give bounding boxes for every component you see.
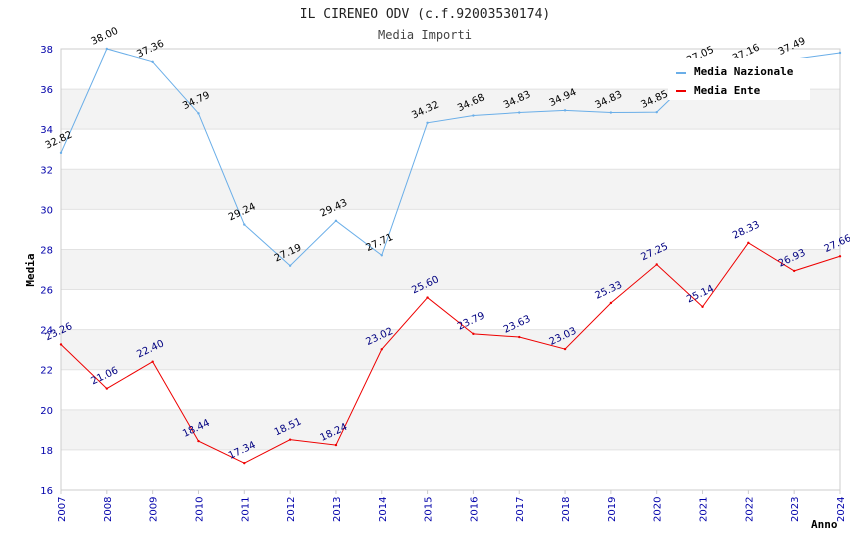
- data-point: [426, 296, 429, 299]
- series-line: [60, 242, 841, 464]
- grid-bands: [61, 89, 840, 450]
- x-tick-label: 2022: [744, 497, 755, 522]
- data-point: [151, 60, 154, 64]
- data-label: 37.49: [777, 36, 808, 58]
- data-point: [197, 439, 200, 443]
- y-tick-label: 30: [40, 205, 53, 216]
- x-tick-label: 2017: [515, 497, 526, 522]
- data-point: [151, 360, 154, 363]
- chart-title: IL CIRENEO ODV (c.f.92003530174): [300, 7, 550, 22]
- legend-label-ente: Media Ente: [694, 84, 761, 97]
- data-point: [518, 111, 521, 114]
- y-tick-label: 26: [40, 286, 53, 297]
- data-point: [609, 111, 613, 114]
- x-tick-label: 2023: [790, 497, 801, 522]
- y-tick-label: 16: [40, 486, 53, 497]
- data-point: [426, 121, 429, 124]
- legend-label-nazionale: Media Nazionale: [694, 65, 794, 78]
- x-tick-label: 2012: [286, 497, 297, 522]
- data-point: [792, 269, 796, 273]
- data-point: [288, 438, 292, 441]
- data-point: [380, 254, 383, 257]
- data-point: [518, 335, 521, 339]
- x-tick-label: 2021: [699, 497, 710, 522]
- y-tick-label: 34: [40, 125, 53, 136]
- data-label: 38.00: [89, 26, 120, 48]
- data-point: [59, 151, 63, 155]
- data-point: [105, 387, 109, 390]
- data-point: [655, 110, 658, 114]
- data-point: [288, 264, 292, 267]
- grid-band: [61, 329, 840, 370]
- data-point: [472, 114, 475, 117]
- data-point: [655, 263, 658, 266]
- x-tick-label: 2018: [561, 497, 572, 522]
- y-tick-label: 22: [40, 366, 53, 377]
- y-tick-label: 24: [40, 326, 53, 337]
- x-axis-label: Anno: [811, 518, 838, 531]
- data-point: [243, 461, 246, 465]
- x-tick-label: 2011: [240, 497, 251, 522]
- x-tick-label: 2013: [332, 497, 343, 522]
- plot-frame: [60, 48, 841, 491]
- data-point: [563, 109, 567, 112]
- x-tick-label: 2014: [378, 497, 389, 522]
- data-point: [197, 112, 200, 115]
- grid-band: [61, 249, 840, 290]
- data-point: [105, 47, 109, 51]
- y-tick-label: 32: [40, 165, 53, 176]
- y-tick-label: 28: [40, 245, 53, 256]
- y-ticks: 16 18 20 22 24 26 28 30 32 34 36 38: [40, 45, 53, 497]
- data-label: 37.36: [135, 38, 166, 60]
- data-point: [563, 347, 567, 351]
- data-point: [243, 223, 246, 226]
- x-tick-label: 2008: [103, 497, 114, 522]
- y-tick-label: 38: [40, 45, 53, 56]
- x-tick-label: 2016: [469, 497, 480, 522]
- y-tick-label: 18: [40, 446, 53, 457]
- data-point: [334, 443, 338, 447]
- y-axis-label: Media: [24, 253, 37, 286]
- data-label: 28.33: [731, 219, 762, 241]
- chart-subtitle: Media Importi: [378, 28, 472, 42]
- x-tick-label: 2015: [424, 497, 435, 522]
- data-point: [747, 241, 750, 245]
- x-tick-label: 2009: [149, 497, 160, 522]
- data-point: [472, 332, 475, 336]
- x-ticks: 2007 2008 2009 2010 2011 2012 2013 2014 2015 2016…: [57, 497, 847, 522]
- data-point: [838, 51, 842, 55]
- data-point: [59, 343, 63, 346]
- grid-band: [61, 409, 840, 450]
- data-point: [701, 305, 704, 308]
- data-point: [380, 348, 383, 351]
- grid-band: [61, 169, 840, 210]
- y-tick-label: 36: [40, 85, 53, 96]
- data-point: [334, 219, 338, 222]
- data-point: [609, 301, 613, 305]
- x-tick-label: 2020: [653, 497, 664, 522]
- legend: Media Nazionale Media Ente: [668, 58, 810, 100]
- y-tick-label: 20: [40, 406, 53, 417]
- legend-box: [668, 58, 810, 100]
- data-point: [838, 255, 842, 258]
- x-tick-label: 2024: [836, 497, 847, 522]
- x-tick-label: 2010: [194, 497, 205, 522]
- x-tick-label: 2007: [57, 497, 68, 522]
- x-tick-label: 2019: [607, 497, 618, 522]
